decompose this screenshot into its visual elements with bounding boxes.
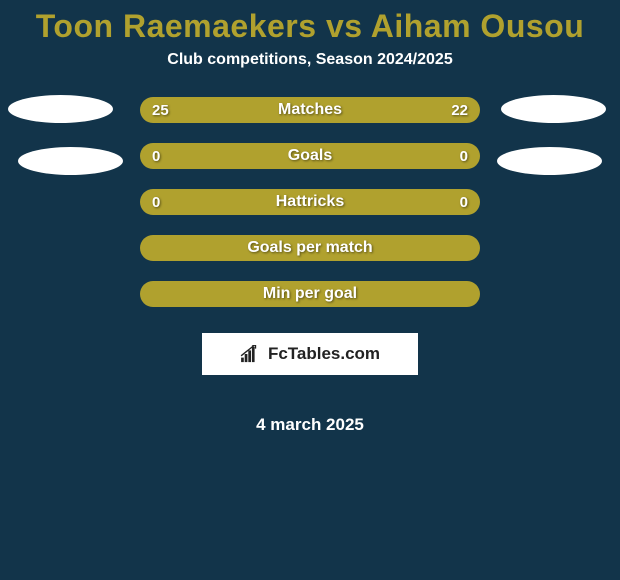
brand-text: FcTables.com: [268, 344, 380, 364]
player1-badge-2: [18, 147, 123, 175]
player2-badge-2: [497, 147, 602, 175]
stat-left-value: 0: [152, 148, 160, 165]
player2-badge-1: [501, 95, 606, 123]
stat-label: Hattricks: [276, 193, 344, 211]
brand-box[interactable]: FcTables.com: [202, 333, 418, 375]
stat-label: Matches: [278, 101, 342, 119]
player1-badge-1: [8, 95, 113, 123]
stat-label: Goals per match: [247, 239, 372, 257]
stats-area: 25 Matches 22 0 Goals 0 0 Hattricks 0 Go…: [0, 97, 620, 435]
subtitle: Club competitions, Season 2024/2025: [167, 51, 452, 69]
stat-row-matches: 25 Matches 22: [140, 97, 480, 123]
chart-icon: [240, 345, 262, 363]
stat-right-value: 0: [460, 194, 468, 211]
stat-right-value: 0: [460, 148, 468, 165]
stat-row-hattricks: 0 Hattricks 0: [140, 189, 480, 215]
page-title: Toon Raemaekers vs Aiham Ousou: [36, 8, 585, 45]
stat-label: Min per goal: [263, 285, 357, 303]
stat-row-gpm: Goals per match: [140, 235, 480, 261]
stat-label: Goals: [288, 147, 332, 165]
date-label: 4 march 2025: [256, 415, 364, 435]
stat-left-value: 0: [152, 194, 160, 211]
main-container: Toon Raemaekers vs Aiham Ousou Club comp…: [0, 0, 620, 435]
stat-row-goals: 0 Goals 0: [140, 143, 480, 169]
stat-row-mpg: Min per goal: [140, 281, 480, 307]
stat-left-value: 25: [152, 102, 169, 119]
stat-right-value: 22: [451, 102, 468, 119]
